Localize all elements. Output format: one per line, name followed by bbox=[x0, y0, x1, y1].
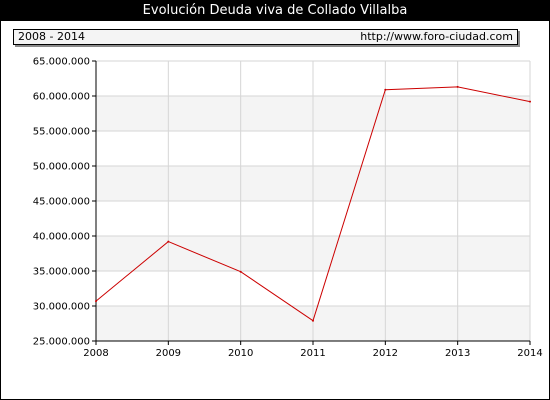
x-tick-label: 2013 bbox=[445, 348, 470, 359]
y-tick-label: 40.000.000 bbox=[33, 232, 90, 243]
y-tick-label: 45.000.000 bbox=[33, 197, 90, 208]
data-point bbox=[95, 300, 97, 303]
y-tick-label: 30.000.000 bbox=[33, 302, 90, 313]
y-tick-label: 65.000.000 bbox=[33, 57, 90, 68]
data-point bbox=[167, 240, 170, 243]
period-label: 2008 - 2014 bbox=[18, 30, 85, 43]
x-tick-label: 2008 bbox=[83, 348, 108, 359]
x-tick-label: 2010 bbox=[228, 348, 253, 359]
data-point bbox=[239, 270, 242, 273]
y-tick-label: 50.000.000 bbox=[33, 162, 90, 173]
y-tick-label: 35.000.000 bbox=[33, 267, 90, 278]
y-tick-label: 60.000.000 bbox=[33, 92, 90, 103]
y-tick-label: 25.000.000 bbox=[33, 337, 90, 348]
series bbox=[95, 85, 531, 322]
x-tick-label: 2014 bbox=[517, 348, 542, 359]
x-tick-label: 2011 bbox=[300, 348, 325, 359]
data-point bbox=[529, 100, 531, 103]
data-point bbox=[456, 85, 459, 88]
data-point bbox=[312, 319, 314, 322]
x-tick-label: 2012 bbox=[373, 348, 398, 359]
chart-title: Evolución Deuda viva de Collado Villalba bbox=[0, 0, 550, 21]
info-bar: 2008 - 2014 http://www.foro-ciudad.com bbox=[13, 29, 518, 45]
x-axis-ticks: 2008 2009 2010 2011 2012 2013 2014 bbox=[83, 341, 543, 359]
source-url: http://www.foro-ciudad.com bbox=[360, 30, 513, 43]
y-tick-label: 55.000.000 bbox=[33, 127, 90, 138]
x-tick-label: 2009 bbox=[156, 348, 181, 359]
y-axis-ticks: 25.000.000 30.000.000 35.000.000 40.000.000… bbox=[33, 57, 96, 348]
data-point bbox=[384, 88, 387, 91]
